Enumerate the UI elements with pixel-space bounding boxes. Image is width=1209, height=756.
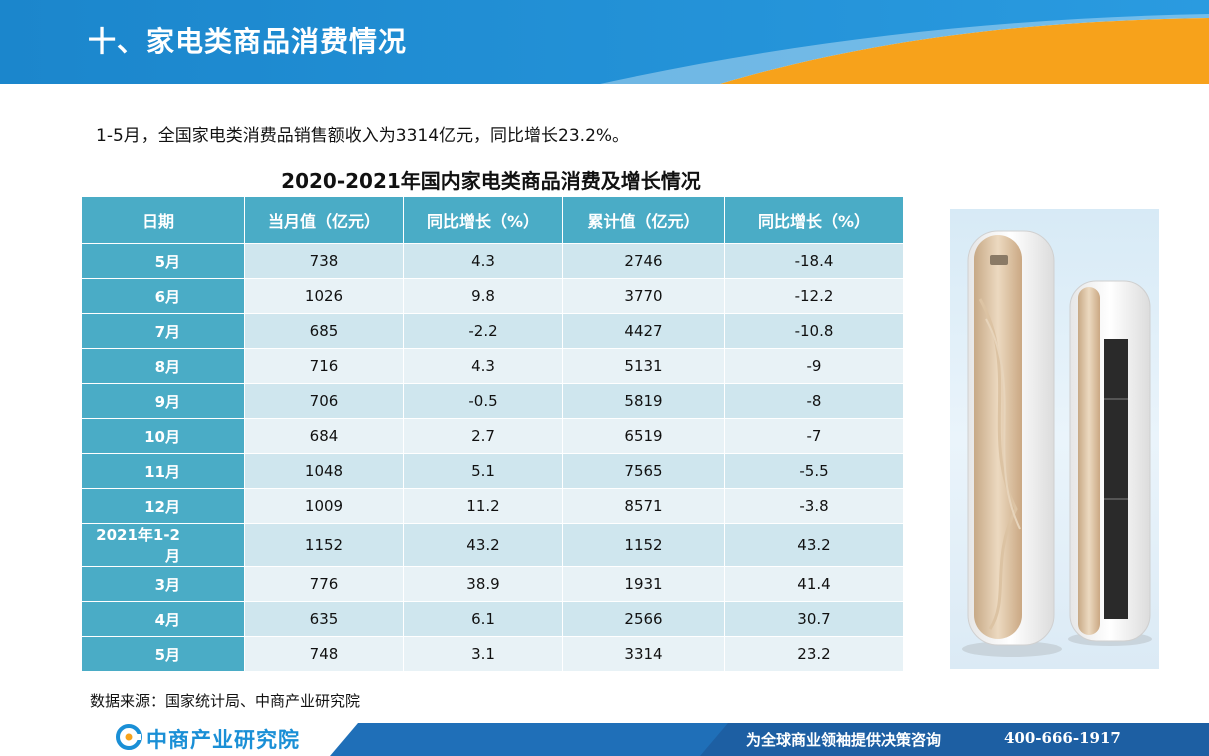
cell-period: 10月	[81, 418, 245, 454]
cell-monthly-value: 776	[244, 566, 404, 602]
table-row: 2021年1-2月 1152 43.2 1152 43.2	[81, 523, 904, 567]
table-row: 12月 1009 11.2 8571 -3.8	[81, 488, 904, 524]
cell-monthly-value: 748	[244, 636, 404, 672]
cell-period: 4月	[81, 601, 245, 637]
company-logo-text: 中商产业研究院	[146, 728, 300, 752]
data-source-note: 数据来源：国家统计局、中商产业研究院	[90, 692, 361, 710]
cell-monthly-value: 684	[244, 418, 404, 454]
cell-period: 12月	[81, 488, 245, 524]
table-row: 3月 776 38.9 1931 41.4	[81, 566, 904, 602]
cell-cumulative-value: 5819	[562, 383, 725, 419]
cell-cumulative-growth: 43.2	[724, 523, 904, 567]
table-row: 8月 716 4.3 5131 -9	[81, 348, 904, 384]
footer-phone: 400-666-1917	[1004, 729, 1121, 747]
cell-monthly-growth: 11.2	[403, 488, 563, 524]
table-row: 9月 706 -0.5 5819 -8	[81, 383, 904, 419]
cell-period: 11月	[81, 453, 245, 489]
company-logo-icon	[116, 724, 142, 750]
cell-monthly-value: 1048	[244, 453, 404, 489]
cell-monthly-growth: 4.3	[403, 348, 563, 384]
cell-monthly-value: 1026	[244, 278, 404, 314]
cell-period: 6月	[81, 278, 245, 314]
table-row: 10月 684 2.7 6519 -7	[81, 418, 904, 454]
cell-monthly-growth: 38.9	[403, 566, 563, 602]
table-row: 5月 748 3.1 3314 23.2	[81, 636, 904, 672]
cell-cumulative-growth: -5.5	[724, 453, 904, 489]
header-cumulative-value: 累计值（亿元）	[562, 196, 725, 244]
cell-cumulative-value: 1931	[562, 566, 725, 602]
cell-cumulative-value: 2746	[562, 243, 725, 279]
header-date: 日期	[81, 196, 245, 244]
cell-cumulative-growth: -3.8	[724, 488, 904, 524]
cell-period: 5月	[81, 243, 245, 279]
header-banner: 十、家电类商品消费情况	[0, 0, 1209, 84]
cell-cumulative-growth: -12.2	[724, 278, 904, 314]
footer-background	[0, 717, 1209, 756]
cell-cumulative-growth: 41.4	[724, 566, 904, 602]
cell-cumulative-value: 5131	[562, 348, 725, 384]
cell-period: 2021年1-2月	[81, 523, 245, 567]
cell-monthly-growth: -0.5	[403, 383, 563, 419]
consumption-table: 日期 当月值（亿元） 同比增长（%） 累计值（亿元） 同比增长（%） 5月 73…	[81, 196, 904, 672]
cell-period: 7月	[81, 313, 245, 349]
cell-monthly-growth: 4.3	[403, 243, 563, 279]
cell-monthly-growth: 5.1	[403, 453, 563, 489]
cell-monthly-value: 738	[244, 243, 404, 279]
cell-cumulative-growth: -18.4	[724, 243, 904, 279]
cell-period: 5月	[81, 636, 245, 672]
table-header-row: 日期 当月值（亿元） 同比增长（%） 累计值（亿元） 同比增长（%）	[81, 196, 904, 244]
footer-slogan: 为全球商业领袖提供决策咨询	[746, 731, 942, 749]
header-cumulative-growth: 同比增长（%）	[724, 196, 904, 244]
summary-text: 1-5月，全国家电类消费品销售额收入为3314亿元，同比增长23.2%。	[96, 126, 630, 146]
cell-cumulative-growth: 30.7	[724, 601, 904, 637]
cell-monthly-growth: 3.1	[403, 636, 563, 672]
cell-period: 8月	[81, 348, 245, 384]
table-row: 6月 1026 9.8 3770 -12.2	[81, 278, 904, 314]
cell-cumulative-growth: -8	[724, 383, 904, 419]
cell-cumulative-value: 2566	[562, 601, 725, 637]
cell-cumulative-value: 3314	[562, 636, 725, 672]
cell-monthly-growth: 9.8	[403, 278, 563, 314]
cell-monthly-value: 635	[244, 601, 404, 637]
cell-monthly-value: 685	[244, 313, 404, 349]
cell-monthly-growth: 2.7	[403, 418, 563, 454]
cell-monthly-value: 706	[244, 383, 404, 419]
cell-cumulative-value: 8571	[562, 488, 725, 524]
table-row: 5月 738 4.3 2746 -18.4	[81, 243, 904, 279]
header-monthly-value: 当月值（亿元）	[244, 196, 404, 244]
cell-cumulative-value: 1152	[562, 523, 725, 567]
cell-period: 3月	[81, 566, 245, 602]
header-background	[0, 0, 1209, 84]
cell-cumulative-value: 4427	[562, 313, 725, 349]
cell-cumulative-growth: -7	[724, 418, 904, 454]
footer-bar	[0, 717, 1209, 756]
cell-cumulative-growth: -9	[724, 348, 904, 384]
cell-monthly-value: 1009	[244, 488, 404, 524]
table-row: 11月 1048 5.1 7565 -5.5	[81, 453, 904, 489]
cell-monthly-value: 716	[244, 348, 404, 384]
cell-cumulative-growth: -10.8	[724, 313, 904, 349]
cell-monthly-growth: -2.2	[403, 313, 563, 349]
page-title: 十、家电类商品消费情况	[88, 25, 408, 58]
cell-cumulative-value: 6519	[562, 418, 725, 454]
cell-cumulative-value: 3770	[562, 278, 725, 314]
cell-cumulative-growth: 23.2	[724, 636, 904, 672]
cell-monthly-growth: 6.1	[403, 601, 563, 637]
table-row: 7月 685 -2.2 4427 -10.8	[81, 313, 904, 349]
table-title: 2020-2021年国内家电类商品消费及增长情况	[281, 169, 701, 193]
table-row: 4月 635 6.1 2566 30.7	[81, 601, 904, 637]
air-conditioner-image	[950, 209, 1159, 669]
cell-cumulative-value: 7565	[562, 453, 725, 489]
cell-period: 9月	[81, 383, 245, 419]
cell-monthly-value: 1152	[244, 523, 404, 567]
header-monthly-growth: 同比增长（%）	[403, 196, 563, 244]
cell-monthly-growth: 43.2	[403, 523, 563, 567]
